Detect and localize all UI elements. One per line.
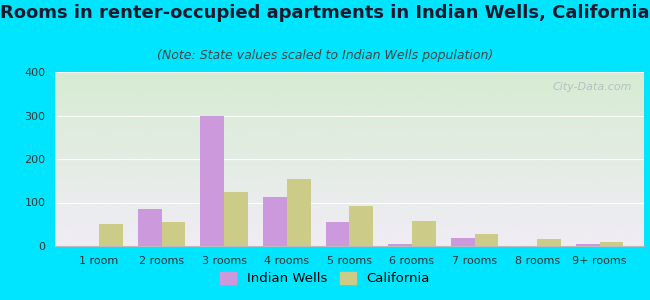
- Text: (Note: State values scaled to Indian Wells population): (Note: State values scaled to Indian Wel…: [157, 50, 493, 62]
- Bar: [162, 222, 185, 246]
- Bar: [200, 116, 224, 246]
- Bar: [576, 244, 600, 246]
- Bar: [350, 206, 373, 246]
- Bar: [412, 221, 436, 246]
- Bar: [388, 244, 412, 246]
- Legend: Indian Wells, California: Indian Wells, California: [215, 266, 435, 290]
- Bar: [474, 234, 499, 246]
- Bar: [263, 197, 287, 246]
- Bar: [287, 178, 311, 246]
- Bar: [138, 209, 162, 246]
- Bar: [224, 192, 248, 246]
- Bar: [326, 222, 350, 246]
- Bar: [537, 239, 561, 246]
- Bar: [600, 242, 623, 246]
- Text: City-Data.com: City-Data.com: [552, 82, 632, 92]
- Bar: [450, 238, 474, 246]
- Text: Rooms in renter-occupied apartments in Indian Wells, California: Rooms in renter-occupied apartments in I…: [0, 4, 650, 22]
- Bar: [99, 224, 123, 246]
